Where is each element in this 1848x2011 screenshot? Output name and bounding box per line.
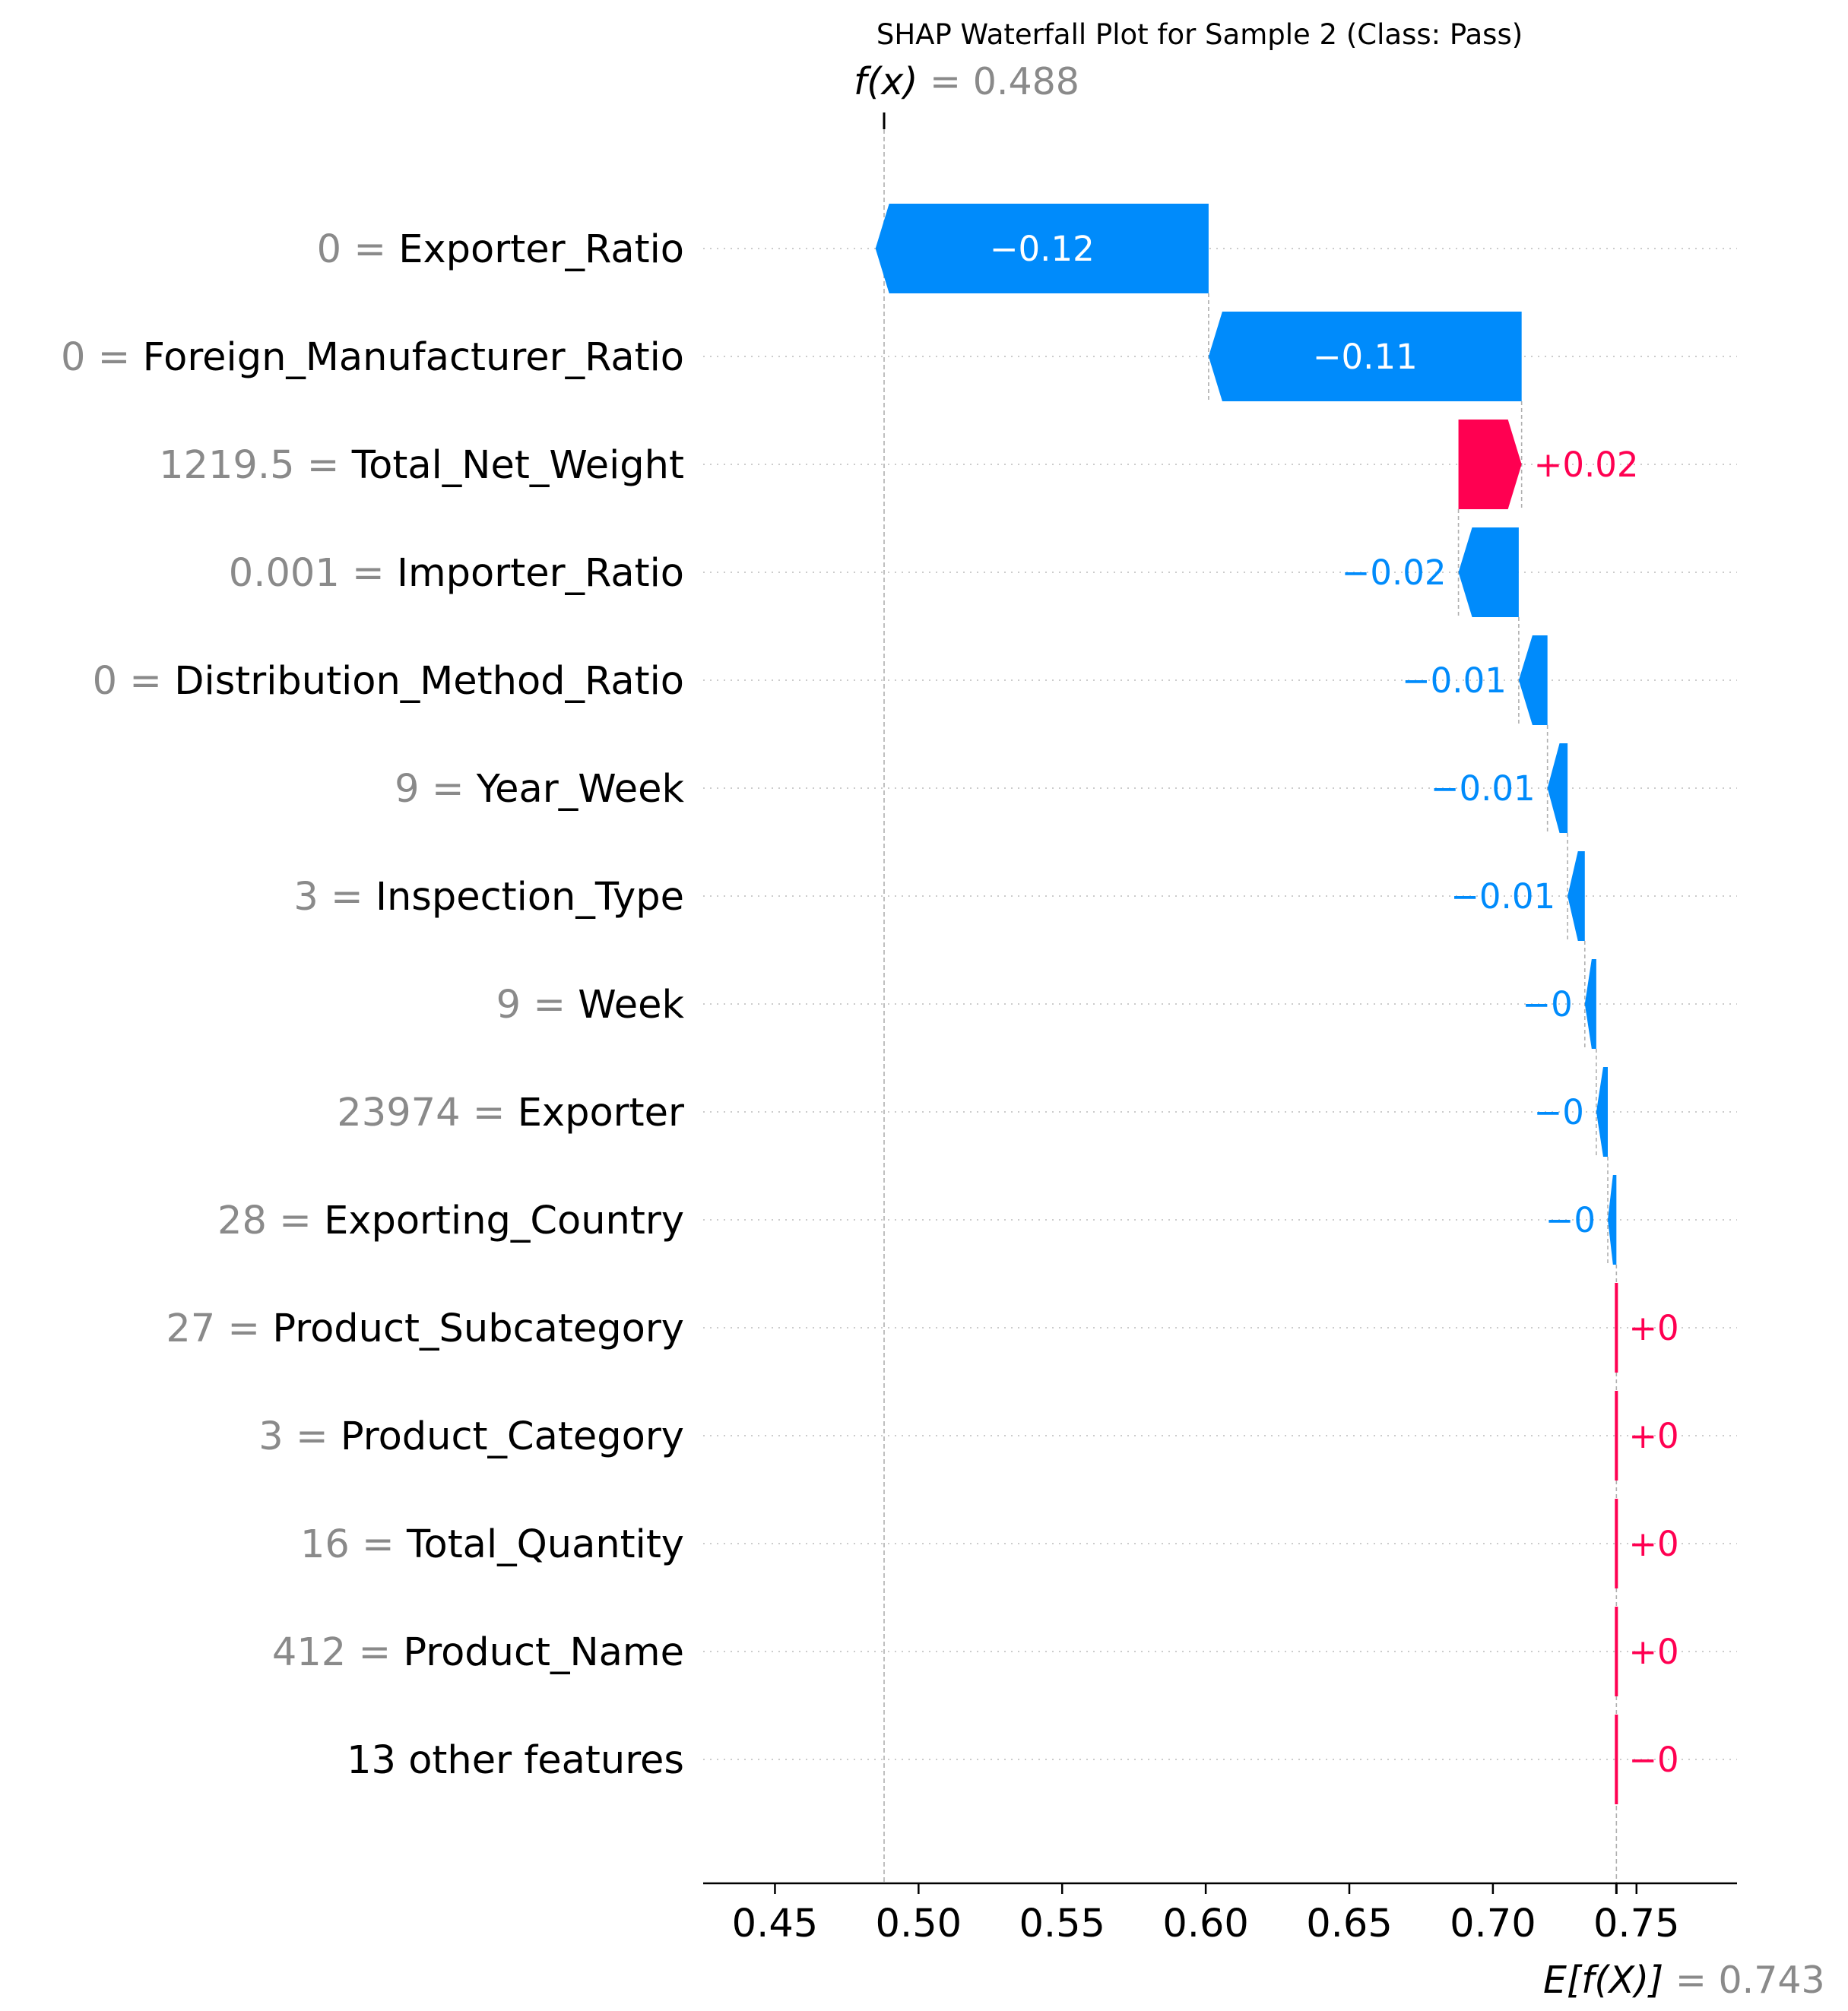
feature-value: 9 =	[496, 983, 578, 1028]
bar-8	[1596, 1067, 1608, 1157]
grid-lines	[703, 248, 1737, 1760]
feature-name: Exporter_Ratio	[398, 227, 684, 272]
feature-labels: −0.12 0 = Exporter_Ratio −0.11 0 = Foreign_…	[61, 227, 1679, 1783]
feature-label: 0 = Foreign_Manufacturer_Ratio	[61, 335, 684, 380]
feature-name: Foreign_Manufacturer_Ratio	[143, 335, 684, 380]
bar-value-label: +0	[1628, 1524, 1678, 1564]
feature-label: 28 = Exporting_Country	[217, 1199, 684, 1243]
feature-name: Product_Category	[341, 1414, 684, 1459]
bars	[875, 204, 1618, 1804]
feature-value: 9 =	[395, 767, 477, 812]
feature-name: Distribution_Method_Ratio	[174, 659, 684, 704]
feature-label: 1219.5 = Total_Net_Weight	[159, 443, 684, 488]
feature-name: Week	[578, 983, 684, 1028]
efx-label: E[f(X)] = 0.743	[1543, 1959, 1825, 2002]
bar-value-label: −0.11	[1313, 337, 1418, 377]
bar-value-label: −0	[1522, 984, 1572, 1025]
feature-value: 3 =	[293, 875, 376, 920]
feature-label: 9 = Year_Week	[395, 767, 684, 812]
feature-name: 13 other features	[347, 1738, 684, 1783]
feature-label: 0 = Exporter_Ratio	[317, 227, 684, 272]
bar-value-label: +0	[1628, 1416, 1678, 1456]
x-tick-label: 0.55	[1019, 1902, 1105, 1946]
feature-name: Year_Week	[476, 767, 685, 812]
bar-9	[1608, 1175, 1617, 1265]
feature-label: 3 = Product_Category	[258, 1414, 684, 1459]
bar-value-label: −0	[1545, 1200, 1596, 1240]
x-axis: 0.45 0.50 0.55 0.60 0.65 0.70 0.75 E[f(X)] = 0.…	[703, 1882, 1825, 2002]
feature-name: Total_Net_Weight	[351, 443, 684, 488]
feature-label: 23974 = Exporter	[337, 1091, 684, 1135]
x-tick-label: 0.75	[1593, 1902, 1680, 1946]
feature-value: 0.001 =	[229, 551, 397, 596]
bar-value-label: −0	[1628, 1740, 1678, 1780]
chart-title: SHAP Waterfall Plot for Sample 2 (Class:…	[876, 18, 1523, 51]
feature-name: Inspection_Type	[376, 875, 684, 920]
bar-value-label: −0.01	[1450, 876, 1555, 917]
feature-value: 0 =	[61, 335, 143, 380]
feature-value: 3 =	[258, 1414, 341, 1459]
feature-label: 16 = Total_Quantity	[300, 1522, 684, 1567]
bar-value-label: −0.01	[1431, 768, 1536, 809]
feature-label: 0.001 = Importer_Ratio	[229, 551, 684, 596]
bar-value-label: −0.01	[1402, 660, 1507, 701]
feature-value: 0 =	[93, 659, 175, 704]
bar-0	[875, 204, 1209, 293]
bar-value-label: −0.02	[1342, 553, 1447, 593]
x-tick-label: 0.65	[1306, 1902, 1393, 1946]
feature-value: 28 =	[217, 1199, 324, 1243]
x-tick-label: 0.60	[1162, 1902, 1249, 1946]
feature-name: Product_Subcategory	[272, 1306, 684, 1351]
fx-annotation: f(x) = 0.488	[854, 60, 1079, 129]
bar-2	[1458, 420, 1522, 509]
feature-name: Exporter	[518, 1091, 684, 1135]
feature-value: 412 =	[272, 1630, 404, 1675]
bar-value-label: +0.02	[1534, 445, 1639, 485]
feature-label: 9 = Week	[496, 983, 685, 1028]
feature-label: 3 = Inspection_Type	[293, 875, 684, 920]
fx-symbol: f(x)	[854, 60, 918, 103]
bar-value-label: +0	[1628, 1308, 1678, 1348]
fx-value: = 0.488	[918, 60, 1079, 103]
feature-name: Total_Quantity	[406, 1522, 684, 1567]
bar-1	[1208, 312, 1522, 401]
feature-value: 27 =	[166, 1306, 272, 1351]
bar-4	[1518, 635, 1548, 725]
efx-symbol: E[f(X)]	[1543, 1959, 1663, 2002]
bar-value-label: +0	[1628, 1632, 1678, 1672]
feature-name: Importer_Ratio	[397, 551, 684, 596]
bar-5	[1547, 743, 1568, 833]
efx-value: = 0.743	[1663, 1959, 1825, 2002]
feature-name: Product_Name	[403, 1630, 684, 1675]
x-tick-label: 0.70	[1450, 1902, 1536, 1946]
feature-label: 27 = Product_Subcategory	[166, 1306, 684, 1351]
bar-value-label: −0.12	[990, 229, 1095, 269]
feature-value: 1219.5 =	[159, 443, 352, 488]
bar-7	[1584, 959, 1596, 1049]
feature-label: 412 = Product_Name	[272, 1630, 684, 1675]
fx-label: f(x) = 0.488	[854, 60, 1079, 103]
bar-3	[1458, 527, 1519, 617]
x-tick-label: 0.45	[732, 1902, 819, 1946]
feature-name: Exporting_Country	[324, 1199, 684, 1243]
x-tick-label: 0.50	[876, 1902, 962, 1946]
bar-6	[1567, 851, 1585, 941]
feature-label: 13 other features	[347, 1738, 684, 1783]
feature-value: 0 =	[317, 227, 399, 272]
bar-value-label: −0	[1534, 1092, 1584, 1132]
feature-label: 0 = Distribution_Method_Ratio	[93, 659, 684, 704]
feature-value: 16 =	[300, 1522, 407, 1567]
feature-value: 23974 =	[337, 1091, 517, 1135]
